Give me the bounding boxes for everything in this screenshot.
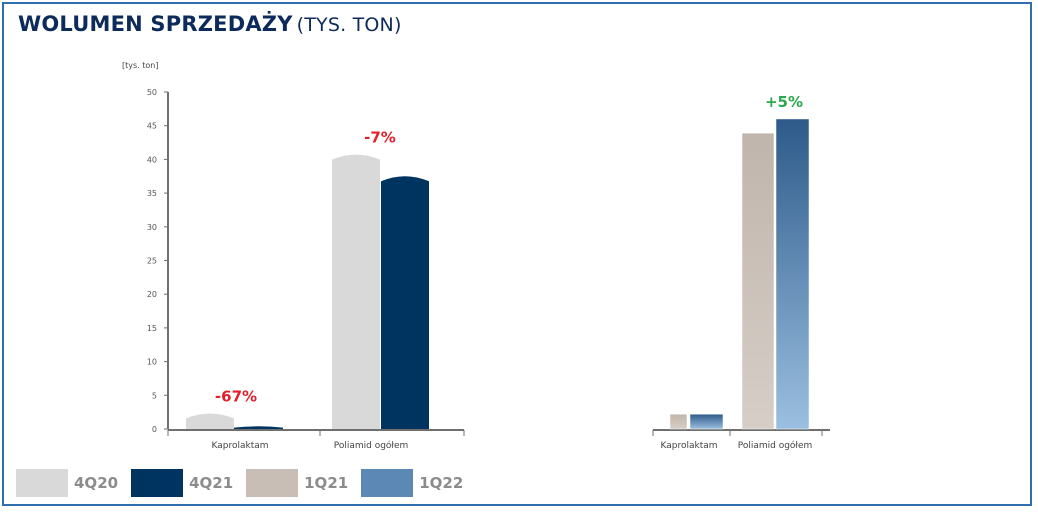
bar-1q21-kaprolaktam <box>669 413 688 430</box>
y-tick-label: 40 <box>147 155 157 164</box>
y-tick-label: 10 <box>147 358 157 367</box>
y-tick-label: 35 <box>147 189 157 198</box>
bar-4q21-kaprolaktam <box>234 426 283 429</box>
x-category-label: Poliamid ogółem <box>738 440 813 451</box>
bar-1q22-poliamid <box>775 118 810 430</box>
bar-1q22-kaprolaktam <box>689 413 724 430</box>
legend-swatch-1q22 <box>361 469 414 497</box>
x-category-label: Poliamid ogółem <box>334 440 409 451</box>
x-category-label: Kaprolaktam <box>660 441 717 451</box>
legend-swatch-4q20 <box>16 469 68 497</box>
y-tick-label: 45 <box>147 122 157 131</box>
legend-label-4q20: 4Q20 <box>74 474 119 492</box>
chart-legend: 4Q20 4Q21 1Q21 1Q22 <box>16 468 476 498</box>
y-axis-label: [tys. ton] <box>122 61 158 70</box>
y-tick-label: 20 <box>147 290 157 299</box>
change-annotation: -67% <box>215 387 257 405</box>
change-annotation: -7% <box>364 129 396 147</box>
y-tick-label: 15 <box>147 324 157 333</box>
slide-frame <box>2 2 1032 506</box>
y-tick-label: 5 <box>152 391 157 400</box>
bar-4q21-poliamid <box>381 176 429 429</box>
bar-4q20-poliamid <box>332 154 380 429</box>
chart-title: WOLUMEN SPRZEDAŻY (TYS. TON) <box>18 12 402 36</box>
x-category-label: Kaprolaktam <box>211 441 268 451</box>
legend-item-4q21: 4Q21 <box>131 469 233 497</box>
y-tick-label: 0 <box>152 425 157 434</box>
legend-swatch-1q21 <box>246 469 299 497</box>
legend-label-4q21: 4Q21 <box>189 474 234 492</box>
legend-item-1q21: 1Q21 <box>246 469 348 497</box>
y-tick-label: 50 <box>147 88 157 97</box>
legend-item-1q22: 1Q22 <box>361 469 463 497</box>
legend-label-1q22: 1Q22 <box>419 474 464 492</box>
bar-1q21-poliamid <box>741 132 775 430</box>
y-tick-label: 30 <box>147 223 157 232</box>
legend-label-1q21: 1Q21 <box>304 474 349 492</box>
title-subtitle: (TYS. TON) <box>296 14 402 36</box>
y-tick-label: 25 <box>147 257 157 266</box>
title-main: WOLUMEN SPRZEDAŻY <box>18 12 293 36</box>
change-annotation: +5% <box>765 93 803 111</box>
legend-item-4q20: 4Q20 <box>16 469 118 497</box>
bar-4q20-kaprolaktam <box>186 413 234 429</box>
legend-swatch-4q21 <box>131 469 184 497</box>
